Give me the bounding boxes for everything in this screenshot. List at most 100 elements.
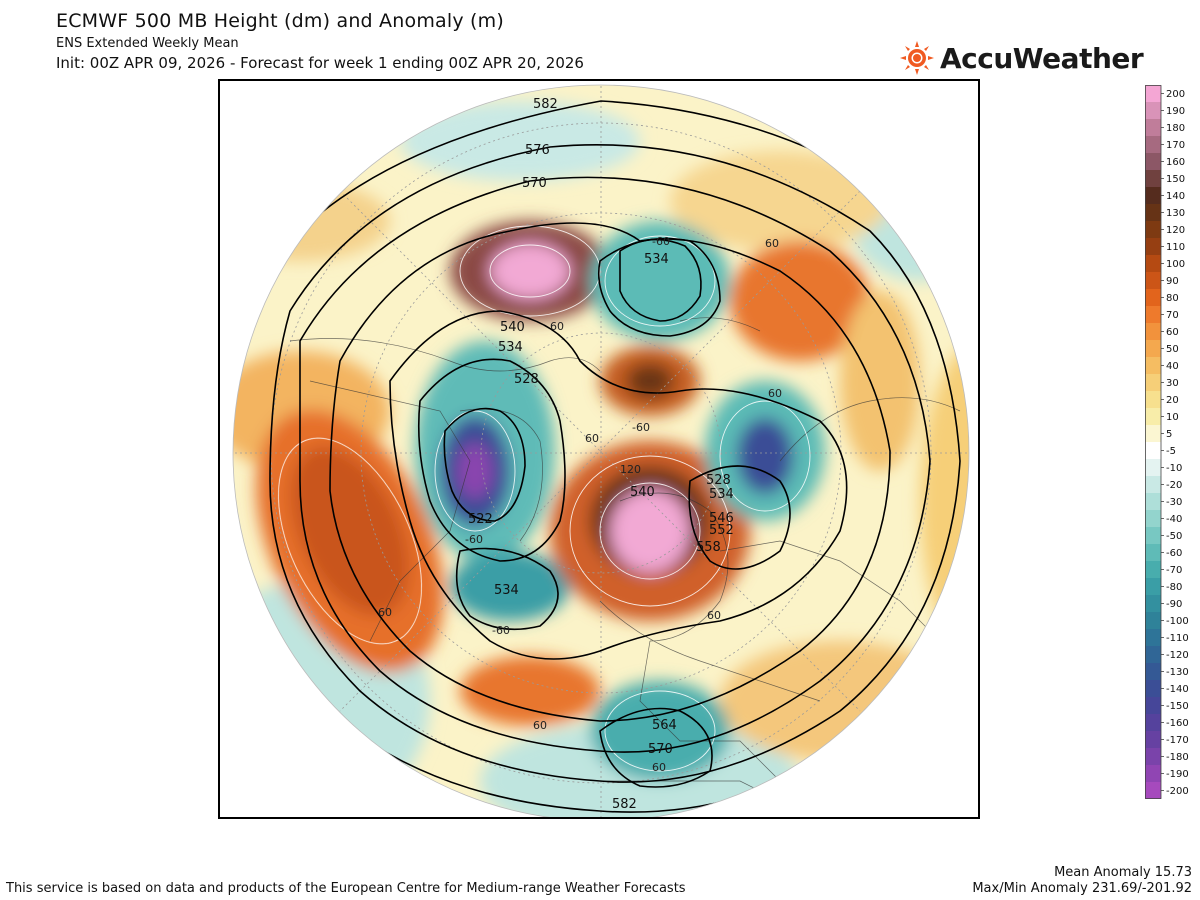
mean-anomaly-text: Mean Anomaly 15.73: [1054, 865, 1192, 880]
colorbar-label: 60: [1166, 327, 1179, 338]
colorbar-label: 70: [1166, 310, 1179, 321]
height-contour-labels: 582 576 570 540 534 528 522 534 540 546 …: [468, 97, 734, 812]
colorbar-label: -140: [1166, 684, 1189, 695]
polar-map: 582 576 570 540 534 528 522 534 540 546 …: [232, 84, 970, 817]
height-label-582-bottom: 582: [612, 797, 637, 812]
ecmwf-credit: This service is based on data and produc…: [6, 881, 686, 896]
anomaly-contour-labels: -60 60 60 60 60 -60 -60 120 60 60 60 -60…: [378, 235, 782, 774]
colorbar-label: -10: [1166, 463, 1182, 474]
colorbar-swatch: [1145, 289, 1161, 306]
height-label-534-west: 534: [498, 340, 523, 355]
colorbar-label: 150: [1166, 174, 1185, 185]
colorbar-label: -180: [1166, 752, 1189, 763]
colorbar-swatch: [1145, 255, 1161, 272]
maxmin-anomaly-text: Max/Min Anomaly 231.69/-201.92: [972, 881, 1192, 896]
colorbar-swatch: [1145, 272, 1161, 289]
colorbar-swatch: [1145, 187, 1161, 204]
page-title: ECMWF 500 MB Height (dm) and Anomaly (m): [56, 10, 504, 32]
colorbar-label: 180: [1166, 123, 1185, 134]
height-label-576: 576: [525, 143, 550, 158]
height-label-540-west: 540: [500, 320, 525, 335]
height-label-528: 528: [514, 372, 539, 387]
anomaly-label-4: 60: [768, 387, 782, 400]
colorbar-label: 160: [1166, 157, 1185, 168]
colorbar-label: -150: [1166, 701, 1189, 712]
colorbar-swatch: [1145, 476, 1161, 493]
colorbar-label: -30: [1166, 497, 1182, 508]
anomaly-label-11: 60: [533, 719, 547, 732]
colorbar-swatch: [1145, 714, 1161, 731]
colorbar-label: -5: [1166, 446, 1176, 457]
colorbar-swatch: [1145, 765, 1161, 782]
colorbar-swatch: [1145, 119, 1161, 136]
colorbar-label: 40: [1166, 361, 1179, 372]
colorbar-swatch: [1145, 544, 1161, 561]
colorbar-swatch: [1145, 510, 1161, 527]
height-label-540-east: 540: [630, 485, 655, 500]
colorbar-label: 50: [1166, 344, 1179, 355]
colorbar-label: 190: [1166, 106, 1185, 117]
colorbar-label: 10: [1166, 412, 1179, 423]
colorbar-label: -110: [1166, 633, 1189, 644]
colorbar-label: -20: [1166, 480, 1182, 491]
colorbar-frame: [1145, 85, 1162, 799]
colorbar-label: -120: [1166, 650, 1189, 661]
colorbar-swatch: [1145, 153, 1161, 170]
colorbar-swatch: [1145, 374, 1161, 391]
colorbar-swatch: [1145, 238, 1161, 255]
colorbar-label: -160: [1166, 718, 1189, 729]
height-label-570-bottom: 570: [648, 742, 673, 757]
height-label-534-siberia: 534: [644, 252, 669, 267]
map-panel[interactable]: 582 576 570 540 534 528 522 534 540 546 …: [218, 79, 980, 819]
accuweather-logo[interactable]: AccuWeather: [900, 40, 1144, 76]
colorbar-swatch: [1145, 646, 1161, 663]
colorbar-label: 20: [1166, 395, 1179, 406]
colorbar-label: -90: [1166, 599, 1182, 610]
colorbar-label: 130: [1166, 208, 1185, 219]
colorbar-label: 5: [1166, 429, 1172, 440]
anomaly-label-9: 60: [378, 606, 392, 619]
colorbar-swatch: [1145, 391, 1161, 408]
height-label-522: 522: [468, 512, 493, 527]
colorbar-label: -80: [1166, 582, 1182, 593]
anomaly-label-8: 120: [620, 463, 641, 476]
anomaly-label-5: 60: [585, 432, 599, 445]
anomaly-label-2: 60: [765, 237, 779, 250]
colorbar-swatch: [1145, 204, 1161, 221]
colorbar-label: -170: [1166, 735, 1189, 746]
colorbar-label: 100: [1166, 259, 1185, 270]
anomaly-label-6: -60: [632, 421, 650, 434]
colorbar-label: 170: [1166, 140, 1185, 151]
colorbar-swatch: [1145, 85, 1161, 102]
height-label-534-atlantic: 534: [494, 583, 519, 598]
colorbar-swatch: [1145, 221, 1161, 238]
colorbar-swatch: [1145, 595, 1161, 612]
colorbar-label: -70: [1166, 565, 1182, 576]
colorbar-swatch: [1145, 493, 1161, 510]
colorbar-swatch: [1145, 680, 1161, 697]
colorbar-swatch: [1145, 527, 1161, 544]
height-label-534-east: 534: [709, 487, 734, 502]
colorbar-label: -200: [1166, 786, 1189, 797]
colorbar-swatch: [1145, 697, 1161, 714]
colorbar-swatch: [1145, 578, 1161, 595]
colorbar-label: 90: [1166, 276, 1179, 287]
height-label-546: 546: [709, 511, 734, 526]
colorbar-swatch: [1145, 782, 1161, 799]
height-label-558: 558: [696, 540, 721, 555]
anomaly-contours: [278, 225, 811, 772]
colorbar-swatch: [1145, 340, 1161, 357]
colorbar-swatch: [1145, 561, 1161, 578]
logo-wordmark: AccuWeather: [940, 41, 1144, 75]
colorbar-swatch: [1145, 425, 1161, 442]
colorbar-swatch: [1145, 357, 1161, 374]
anomaly-label-10: 60: [707, 609, 721, 622]
colorbar-swatch: [1145, 306, 1161, 323]
anomaly-label-13: 60: [652, 761, 666, 774]
height-label-552: 552: [709, 523, 734, 538]
colorbar-label: -40: [1166, 514, 1182, 525]
colorbar-swatch: [1145, 612, 1161, 629]
page-subtitle: ENS Extended Weekly Mean: [56, 36, 239, 51]
colorbar-swatch: [1145, 629, 1161, 646]
anomaly-label-7: -60: [465, 533, 483, 546]
